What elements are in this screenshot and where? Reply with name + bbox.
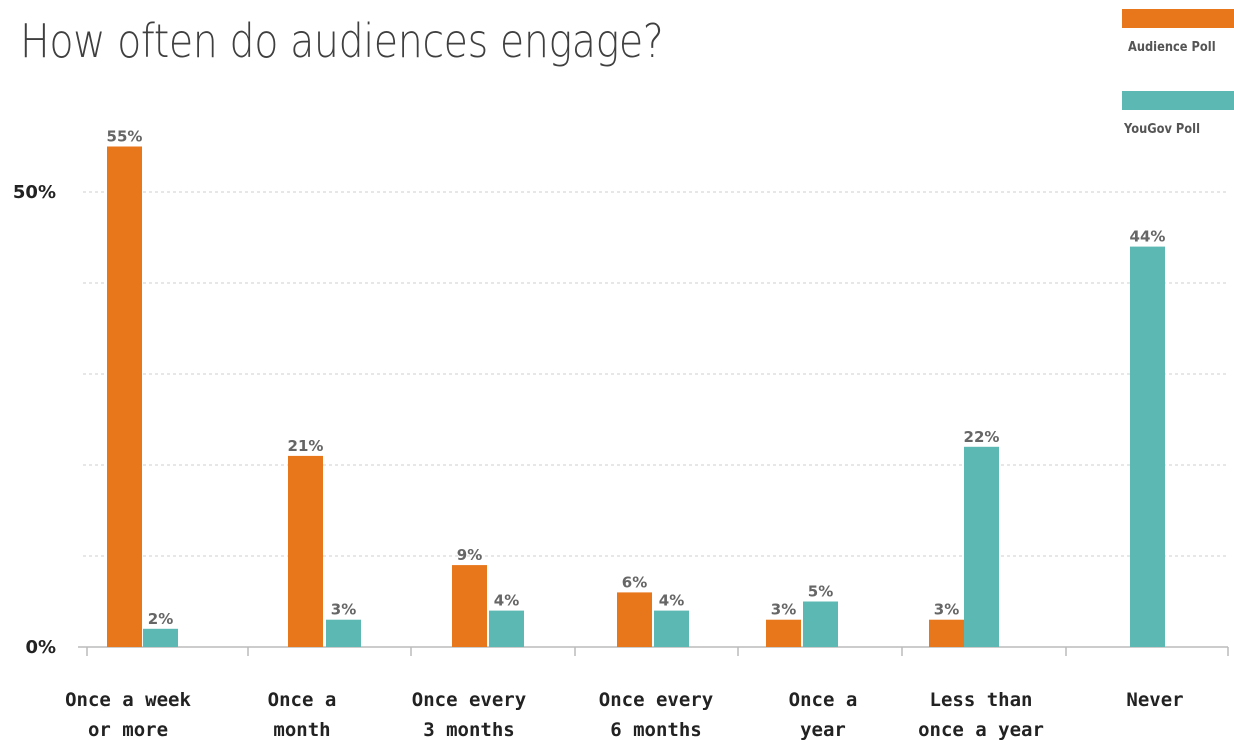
category-label-line: Once every [412, 689, 526, 711]
bar-audience-poll-0 [107, 146, 142, 647]
legend-swatch-audience-poll [1122, 9, 1234, 28]
category-label-1: Once a month [268, 689, 337, 740]
data-label-audience-poll-0: 55% [107, 128, 143, 146]
chart-title: How often do audiences engage? [20, 14, 664, 68]
category-label-line: Less than [930, 689, 1033, 711]
bar-audience-poll-3 [617, 592, 652, 647]
data-label-yougov-poll-6: 44% [1130, 228, 1166, 246]
data-label-yougov-poll-5: 22% [964, 428, 1000, 446]
data-label-audience-poll-4: 3% [771, 601, 796, 619]
category-label-4: Once a year [789, 689, 858, 740]
bar-yougov-poll-5 [964, 446, 999, 647]
category-label-line: or more [88, 719, 168, 740]
category-label-line: Once a [268, 689, 337, 711]
category-label-line: Once a week [65, 689, 191, 711]
category-label-3: Once every 6 months [599, 689, 713, 740]
y-tick-label-50: 50% [13, 182, 56, 203]
bar-audience-poll-4 [766, 619, 801, 647]
legend-label-yougov-poll: YouGov Poll [1124, 122, 1201, 137]
y-tick-label-0: 0% [25, 637, 56, 658]
category-label-line: Never [1126, 689, 1183, 711]
bar-yougov-poll-2 [489, 610, 524, 647]
category-label-line: 3 months [423, 719, 515, 740]
bar-yougov-poll-3 [654, 610, 689, 647]
data-label-audience-poll-2: 9% [457, 546, 482, 564]
category-label-line: month [273, 719, 330, 740]
data-label-audience-poll-1: 21% [288, 437, 324, 455]
data-label-yougov-poll-2: 4% [494, 592, 519, 610]
category-label-0: Once a week or more [65, 689, 191, 740]
bar-audience-poll-1 [288, 455, 323, 647]
data-label-yougov-poll-3: 4% [659, 592, 684, 610]
category-label-line: year [800, 719, 846, 740]
category-label-line: once a year [918, 719, 1044, 740]
legend-swatch-yougov-poll [1122, 91, 1234, 110]
category-label-5: Less than once a year [918, 689, 1044, 740]
bar-audience-poll-5 [929, 619, 964, 647]
bar-yougov-poll-6 [1130, 246, 1165, 647]
category-label-line: Once every [599, 689, 713, 711]
category-label-2: Once every 3 months [412, 689, 526, 740]
data-label-audience-poll-3: 6% [622, 573, 647, 591]
data-label-yougov-poll-4: 5% [808, 583, 833, 601]
bar-yougov-poll-1 [326, 619, 361, 647]
category-label-line: Once a [789, 689, 858, 711]
category-label-6: Never [1126, 689, 1183, 711]
data-label-yougov-poll-0: 2% [148, 610, 173, 628]
legend-label-audience-poll: Audience Poll [1128, 40, 1216, 55]
data-label-audience-poll-5: 3% [934, 601, 959, 619]
bar-yougov-poll-4 [803, 601, 838, 647]
bar-audience-poll-2 [452, 565, 487, 647]
data-label-yougov-poll-1: 3% [331, 601, 356, 619]
bar-yougov-poll-0 [143, 628, 178, 647]
category-label-line: 6 months [610, 719, 702, 740]
